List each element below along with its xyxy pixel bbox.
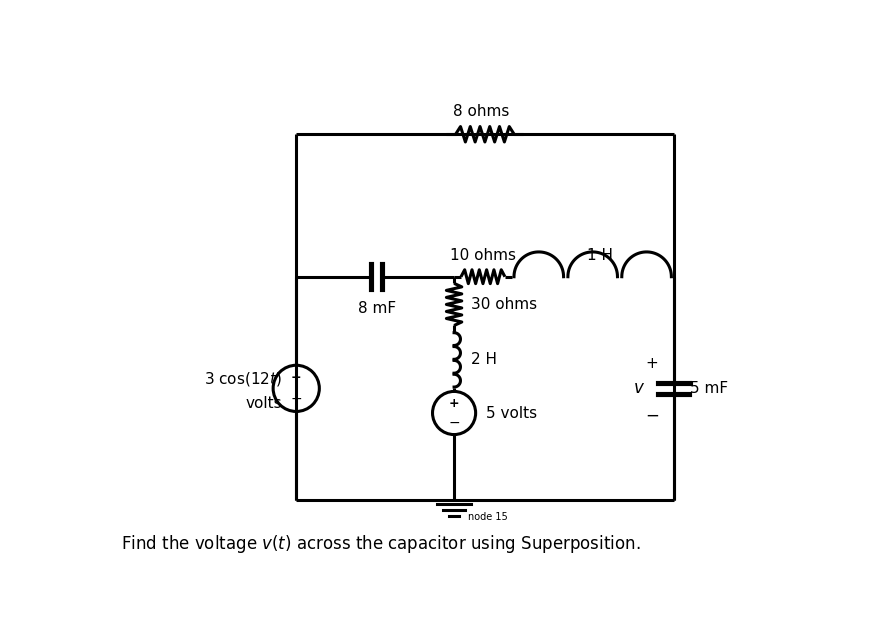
Text: 8 mF: 8 mF <box>357 301 396 316</box>
Text: 2 H: 2 H <box>471 352 497 367</box>
Text: node 15: node 15 <box>468 512 508 522</box>
Text: volts: volts <box>246 396 282 412</box>
Text: 3 cos(12$t$): 3 cos(12$t$) <box>205 370 282 388</box>
Text: 10 ohms: 10 ohms <box>450 248 516 263</box>
Text: 8 ohms: 8 ohms <box>453 104 510 119</box>
Text: +: + <box>291 372 302 384</box>
Text: $v$: $v$ <box>633 379 645 397</box>
Text: 5 volts: 5 volts <box>487 406 538 421</box>
Text: 5 mF: 5 mF <box>690 381 729 396</box>
Text: −: − <box>290 392 302 406</box>
Text: −: − <box>448 416 460 430</box>
Text: +: + <box>646 356 658 371</box>
Text: Find the voltage $v(t)$ across the capacitor using Superposition.: Find the voltage $v(t)$ across the capac… <box>121 533 641 555</box>
Text: +: + <box>448 397 460 410</box>
Text: −: − <box>645 406 659 424</box>
Text: 30 ohms: 30 ohms <box>471 297 538 312</box>
Text: 1 H: 1 H <box>587 248 614 263</box>
